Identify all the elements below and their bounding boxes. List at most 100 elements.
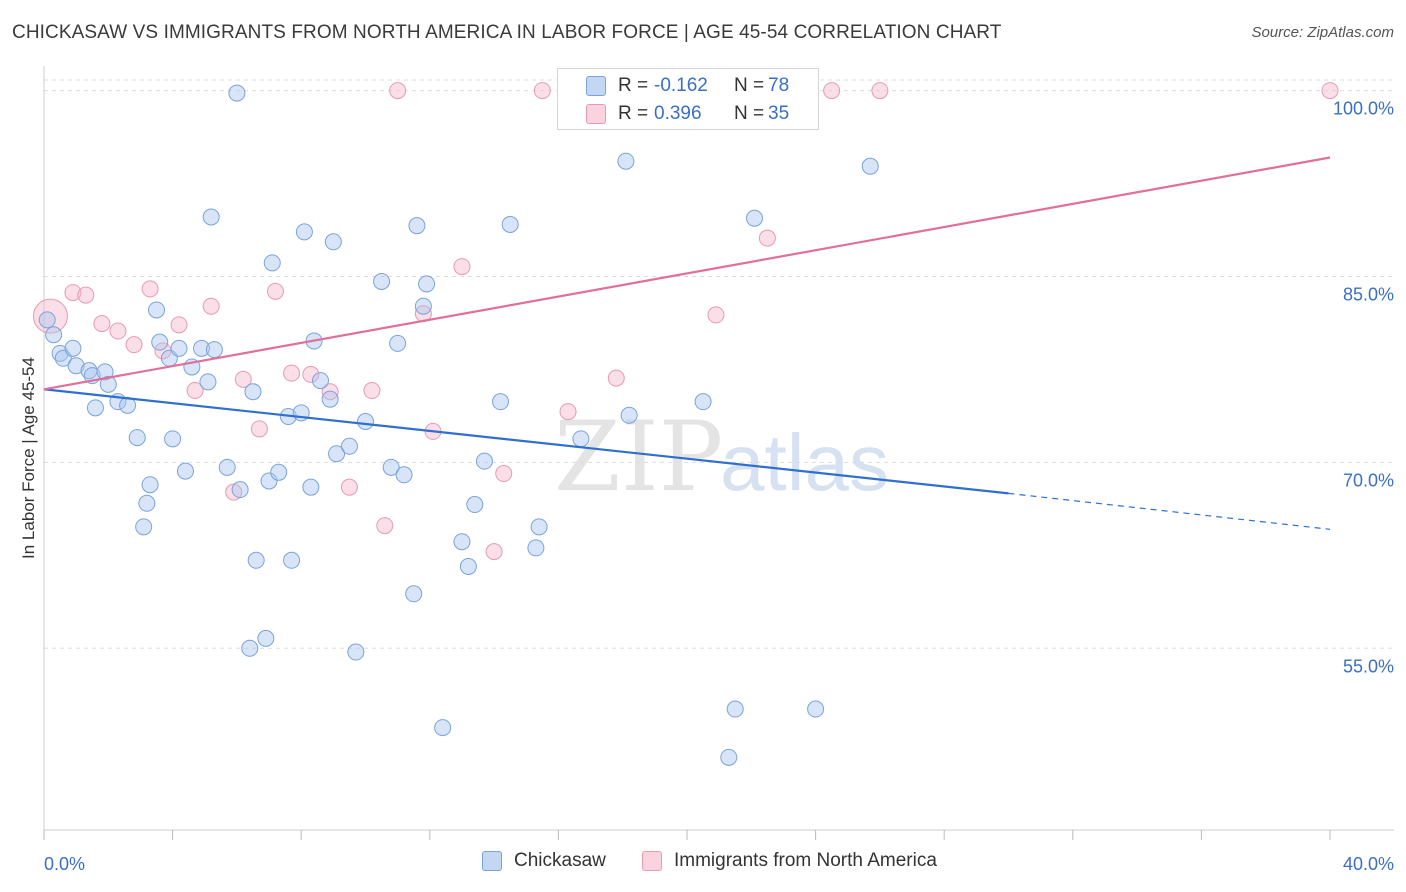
blue-point <box>530 518 548 536</box>
blue-point <box>244 383 262 401</box>
blue-point <box>45 326 63 344</box>
blue-point <box>617 152 635 170</box>
blue-point <box>241 639 259 657</box>
blue-point <box>726 700 744 718</box>
pink-point <box>533 82 551 100</box>
blue-point <box>340 437 358 455</box>
stats-swatch-blue <box>586 76 606 96</box>
legend-label: Chickasaw <box>514 850 606 871</box>
blue-point <box>51 344 69 362</box>
blue-point <box>86 399 104 417</box>
blue-point <box>620 406 638 424</box>
stats-n-label: N = <box>734 75 765 96</box>
stats-r-value: 0.396 <box>654 103 702 124</box>
blue-point <box>321 390 339 408</box>
blue-point <box>218 458 236 476</box>
blue-point <box>247 551 265 569</box>
blue-point <box>38 311 56 329</box>
pink-points-layer <box>32 82 1339 561</box>
pink-point <box>376 517 394 535</box>
stats-r-label: R = <box>618 75 649 96</box>
blue-point <box>720 748 738 766</box>
blue-point <box>807 700 825 718</box>
blue-point <box>492 393 510 411</box>
stats-legend: R = -0.162 N = 78 R = 0.396 N = 35 <box>557 68 819 130</box>
pink-point <box>186 382 204 400</box>
blue-point <box>389 334 407 352</box>
blue-point <box>148 301 166 319</box>
pink-point <box>485 543 503 561</box>
blue-point <box>164 430 182 448</box>
pink-point <box>250 420 268 438</box>
blue-point <box>260 472 278 490</box>
pink-point <box>871 82 889 100</box>
blue-point <box>302 478 320 496</box>
blue-point <box>572 430 590 448</box>
pink-point <box>707 306 725 324</box>
blue-point <box>418 275 436 293</box>
y-tick-label: 100.0% <box>1333 99 1394 119</box>
blue-point <box>501 215 519 233</box>
stats-n-value: 35 <box>768 103 790 124</box>
legend-item-immigrants[interactable]: Immigrants from North America <box>642 850 937 872</box>
blue-point <box>295 223 313 241</box>
pink-point <box>109 322 127 340</box>
blue-point <box>405 585 423 603</box>
blue-point <box>176 462 194 480</box>
pink-point <box>64 284 82 302</box>
x-tick-label: 40.0% <box>1343 854 1394 874</box>
pink-point <box>266 282 284 300</box>
blue-point <box>357 412 374 430</box>
pink-point <box>32 298 68 334</box>
pink-point <box>1321 82 1339 100</box>
chart-title: CHICKASAW VS IMMIGRANTS FROM NORTH AMERI… <box>12 22 1002 43</box>
blue-point <box>99 375 117 393</box>
pink-point <box>141 280 159 298</box>
blue-point <box>205 341 223 359</box>
pink-point <box>170 316 188 334</box>
watermark-zip: ZIP <box>554 401 723 513</box>
pink-point <box>234 370 252 388</box>
axes-layer <box>43 66 1394 840</box>
pink-point <box>283 364 301 382</box>
blue-point <box>311 372 329 390</box>
y-tick-label: 55.0% <box>1343 656 1394 676</box>
stats-n-label: N = <box>734 103 765 124</box>
stats-row-chickasaw: R = -0.162 N = 78 <box>558 73 818 101</box>
stats-row-immigrants: R = 0.396 N = 35 <box>558 101 818 129</box>
blue-point <box>283 551 301 569</box>
blue-point <box>67 357 85 375</box>
tick-label-layer: 55.0% 70.0% 85.0% 100.0% 0.0% 40.0% <box>44 99 1394 874</box>
pink-point <box>607 369 625 387</box>
legend-label: Immigrants from North America <box>674 850 937 871</box>
pink-trend-line <box>43 156 1331 391</box>
blue-point <box>373 272 391 290</box>
blue-point <box>395 466 413 484</box>
blue-point <box>414 297 432 315</box>
blue-point <box>138 494 156 512</box>
pink-point <box>302 365 320 383</box>
watermark: ZIP atlas <box>554 401 889 513</box>
blue-point <box>199 373 217 391</box>
bottom-legend: Chickasaw Immigrants from North America <box>0 850 1406 880</box>
legend-item-chickasaw[interactable]: Chickasaw <box>482 850 606 872</box>
stats-r-label: R = <box>618 103 649 124</box>
y-tick-label: 70.0% <box>1343 470 1394 490</box>
blue-point <box>231 481 249 499</box>
blue-point <box>170 339 188 357</box>
pink-point <box>823 82 841 100</box>
blue-point <box>453 533 471 551</box>
grid-layer <box>44 79 1394 649</box>
blue-point <box>475 452 493 470</box>
pink-point <box>363 382 381 400</box>
pink-point <box>389 82 407 100</box>
blue-trend-line <box>43 388 1009 495</box>
y-tick-label: 85.0% <box>1343 284 1394 304</box>
pink-point <box>77 286 95 304</box>
x-tick-label: 0.0% <box>44 854 85 874</box>
blue-point <box>141 476 159 494</box>
blue-point <box>527 539 545 557</box>
blue-point <box>128 429 146 447</box>
blue-point <box>257 629 275 647</box>
